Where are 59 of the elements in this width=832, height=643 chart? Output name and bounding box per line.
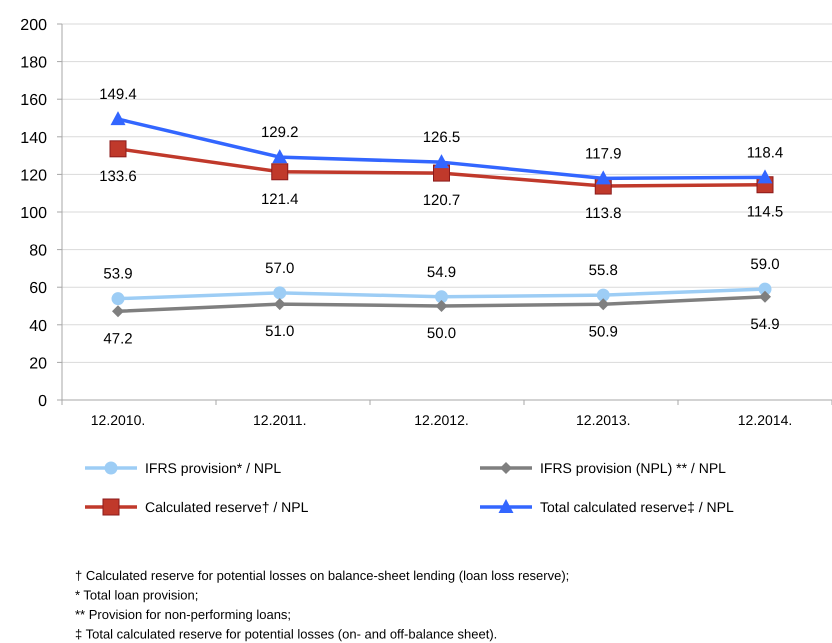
legend-label: IFRS provision (NPL) ** / NPL: [540, 460, 726, 476]
data-label: 57.0: [265, 260, 294, 277]
data-label: 54.9: [750, 316, 780, 333]
y-tick-label: 160: [20, 92, 48, 110]
x-tick-label: 12.2010.: [90, 412, 146, 428]
data-label: 51.0: [265, 323, 294, 340]
data-label: 50.0: [426, 325, 456, 342]
x-tick-label: 12.2013.: [576, 412, 630, 428]
y-tick-label: 40: [29, 318, 48, 335]
data-label: 47.2: [103, 330, 133, 348]
data-label: 121.4: [260, 190, 299, 208]
data-label: 126.5: [422, 129, 460, 146]
data-label: 129.2: [260, 124, 299, 142]
y-tick-label: 0: [38, 393, 48, 410]
point: [435, 290, 448, 304]
data-label: 50.9: [588, 323, 618, 340]
x-tick-label: 12.2012.: [414, 412, 469, 428]
y-tick-label: 60: [29, 280, 48, 298]
point: [112, 292, 124, 306]
y-tick-label: 200: [20, 17, 48, 34]
data-label: 149.4: [99, 86, 137, 104]
y-tick-label: 180: [20, 54, 48, 72]
data-label: 118.4: [746, 144, 784, 162]
data-label: 53.9: [103, 266, 133, 283]
y-tick-label: 120: [20, 167, 48, 184]
legend-label: IFRS provision* / NPL: [145, 460, 282, 476]
point: [434, 154, 449, 168]
data-label: 54.9: [426, 264, 456, 281]
point: [597, 298, 610, 310]
text: ** Provision for non-performing loans;: [75, 607, 292, 622]
point: [110, 140, 126, 158]
legend-label: Total calculated reserve‡ / NPL: [540, 499, 734, 515]
x-tick-label: 12.2014.: [738, 412, 792, 428]
data-label: 120.7: [422, 192, 460, 210]
data-label: 113.8: [585, 205, 622, 222]
point: [758, 169, 772, 184]
text: † Calculated reserve for potential losses on balance-sheet lending (loan loss reserve);: [75, 568, 570, 583]
text: ‡ Total calculated reserve for potential losses (on- and off-balance sheet).: [75, 626, 498, 642]
y-tick-label: 100: [20, 205, 48, 222]
legend-label: Calculated reserve† / NPL: [145, 499, 309, 515]
y-tick-label: 20: [29, 355, 48, 372]
point: [759, 290, 771, 303]
point: [272, 149, 288, 164]
data-label: 114.5: [746, 204, 784, 221]
data-label: 59.0: [750, 256, 780, 274]
point: [110, 111, 126, 126]
data-label: 117.9: [585, 145, 622, 162]
point: [273, 286, 286, 300]
point: [596, 288, 610, 302]
point: [112, 305, 124, 318]
point: [271, 163, 288, 180]
y-tick-label: 140: [20, 130, 48, 147]
point: [436, 300, 448, 312]
data-label: 55.8: [588, 262, 618, 280]
point: [596, 170, 611, 184]
x-tick-label: 12.2011.: [253, 412, 306, 428]
y-tick-label: 80: [29, 242, 48, 260]
text: * Total loan provision;: [75, 588, 198, 602]
data-label: 133.6: [99, 168, 137, 185]
